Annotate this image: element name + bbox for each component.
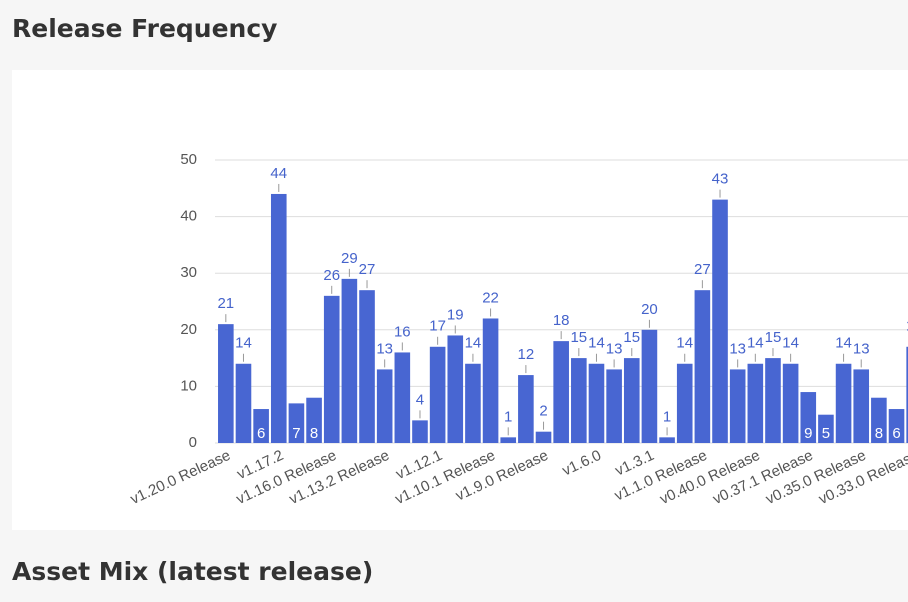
value-label: 1 [504,408,512,425]
value-label: 19 [447,306,464,323]
y-tick-label: 30 [180,264,197,281]
bar [588,363,605,443]
bar [659,437,675,443]
value-label: 15 [623,329,640,346]
value-label: 14 [676,335,693,352]
bar [906,346,908,443]
bar [359,290,375,443]
value-label: 15 [570,329,587,346]
bar [288,403,305,443]
value-label: 18 [553,312,570,329]
value-label: 14 [235,335,252,352]
bar [818,414,834,443]
bar [465,363,481,443]
bar [253,409,269,443]
value-label: 13 [376,340,393,357]
value-label: 9 [804,425,812,442]
value-label: 8 [310,425,318,442]
bar [553,341,569,443]
bar [571,358,587,443]
y-tick-label: 40 [180,208,197,225]
value-label: 14 [465,335,482,352]
value-label: 17 [429,318,446,335]
value-label: 22 [482,289,499,306]
bar [447,335,464,443]
value-label: 4 [416,391,424,408]
bar [235,363,252,443]
bar [394,352,411,443]
bar [323,295,340,443]
bar [694,290,711,443]
bar [270,193,287,443]
value-label: 12 [518,346,535,363]
bar [535,431,552,443]
bar [482,318,499,443]
y-tick-label: 50 [180,151,197,168]
y-tick-label: 10 [180,377,197,394]
value-label: 27 [694,261,711,278]
value-label: 16 [394,323,411,340]
bar [676,363,693,443]
bar [218,324,234,443]
value-label: 14 [782,335,799,352]
bar [765,358,781,443]
value-label: 26 [323,267,340,284]
value-label: 21 [217,295,234,312]
value-label: 44 [270,165,287,182]
bar [729,369,746,443]
value-label: 14 [588,335,605,352]
value-label: 8 [875,425,883,442]
value-label: 5 [822,425,830,442]
bar [500,437,517,443]
value-label: 15 [765,329,782,346]
section-heading: Release Frequency [12,14,277,43]
bar [429,346,446,443]
bar [800,392,817,443]
bar [341,278,358,443]
bar [747,363,764,443]
value-label: 7 [292,425,300,442]
value-label: 29 [341,250,358,267]
value-label: 43 [712,171,729,188]
value-label: 13 [729,340,746,357]
bar [306,397,322,443]
value-label: 13 [853,340,870,357]
bar [606,369,622,443]
bar [518,375,534,443]
bar [712,199,728,443]
value-label: 20 [641,301,658,318]
section-heading: Asset Mix (latest release) [12,557,373,586]
bar [623,358,640,443]
bar [782,363,799,443]
value-label: 17 [906,318,908,335]
value-label: 1 [663,408,671,425]
y-tick-label: 20 [180,321,197,338]
bar [641,329,658,443]
bar [853,369,870,443]
bar [871,397,887,443]
value-label: 14 [835,335,852,352]
value-label: 13 [606,340,623,357]
chart-card [12,70,908,530]
bar [376,369,393,443]
value-label: 6 [257,425,265,442]
bar [888,409,905,443]
bar [835,363,852,443]
value-label: 6 [892,425,900,442]
bar [412,420,428,443]
value-label: 27 [359,261,376,278]
y-tick-label: 0 [189,434,197,451]
value-label: 14 [747,335,764,352]
value-label: 2 [539,403,547,420]
